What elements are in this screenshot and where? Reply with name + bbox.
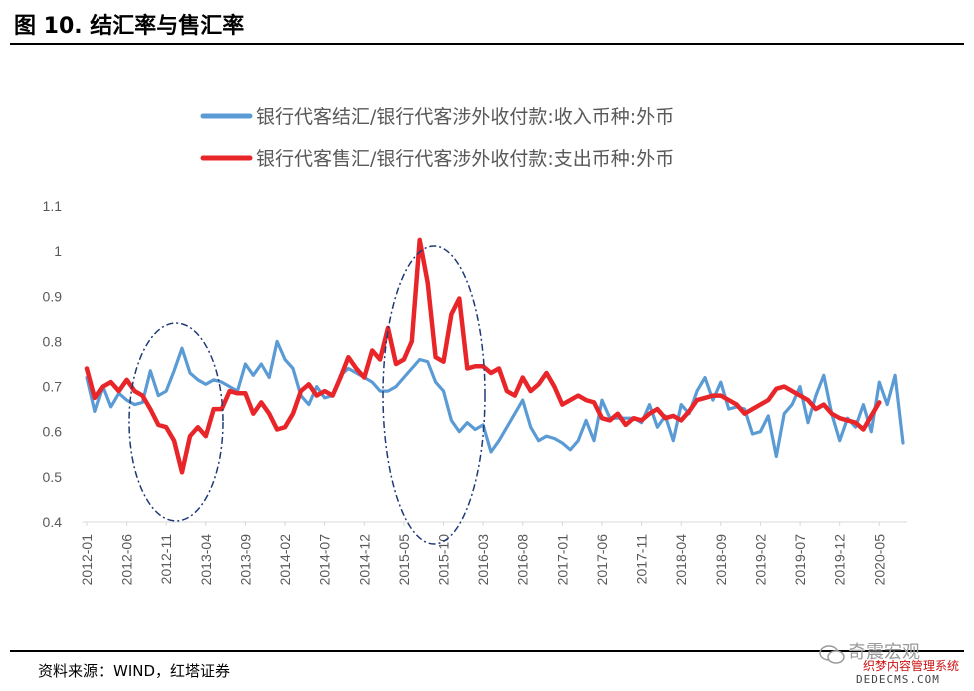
x-tick-label: 2016-03	[475, 534, 491, 586]
header-rule	[10, 43, 964, 45]
x-tick-label: 2015-05	[396, 534, 412, 586]
x-tick-label: 2019-07	[792, 534, 808, 586]
highlight-ellipse-2015	[382, 245, 486, 545]
highlight-ellipse-2012	[128, 322, 224, 522]
footer-rule	[10, 650, 964, 652]
y-tick-label: 0.4	[43, 514, 63, 530]
y-tick-label: 0.8	[43, 333, 63, 349]
source-note: 资料来源：WIND，红塔证券	[38, 662, 231, 680]
x-tick-label: 2014-07	[317, 534, 333, 586]
series-line-blue	[85, 339, 905, 459]
watermark-site: DEDECMS.COM	[856, 673, 940, 686]
watermark-brand: 奇震宏观	[848, 642, 920, 663]
y-axis: 0.4 0.5 0.6 0.7 0.8 0.9 1 1.1	[43, 198, 63, 530]
x-tick-label: 2012-11	[158, 534, 174, 585]
y-tick-label: 0.7	[43, 379, 63, 395]
x-tick-label: 2014-12	[356, 534, 372, 586]
figure-title: 图 10. 结汇率与售汇率	[14, 14, 245, 39]
x-tick-label: 2019-12	[832, 534, 848, 586]
x-tick-label: 2012-01	[79, 534, 95, 586]
x-tick-label: 2017-06	[594, 534, 610, 586]
watermark-sub: 织梦内容管理系统	[863, 659, 960, 673]
figure-header: 图 10. 结汇率与售汇率	[0, 0, 974, 46]
legend: 银行代客结汇/银行代客涉外收付款:收入币种:外币 银行代客售汇/银行代客涉外收付…	[200, 106, 674, 170]
y-tick-label: 1	[54, 243, 62, 259]
x-tick-label: 2020-05	[871, 534, 887, 586]
x-tick-label: 2016-08	[515, 534, 531, 586]
x-tick-label: 2018-04	[673, 534, 689, 586]
x-axis: 2012-01 2012-06 2012-11 2013-04 2013-09 2014-…	[79, 522, 887, 585]
x-tick-label: 2017-11	[634, 534, 650, 585]
x-tick-label: 2013-04	[198, 534, 214, 586]
y-tick-label: 0.6	[43, 424, 63, 440]
y-tick-label: 1.1	[43, 198, 63, 214]
x-tick-label: 2019-02	[752, 534, 768, 586]
legend-label-red: 银行代客售汇/银行代客涉外收付款:支出币种:外币	[256, 148, 674, 170]
x-tick-label: 2018-09	[713, 534, 729, 586]
x-tick-label: 2012-06	[119, 534, 135, 586]
x-tick-label: 2014-02	[277, 534, 293, 586]
x-tick-label: 2013-09	[237, 534, 253, 586]
line-chart: 银行代客结汇/银行代客涉外收付款:收入币种:外币 银行代客售汇/银行代客涉外收付…	[43, 106, 907, 585]
series-line-red	[84, 237, 882, 475]
x-tick-label: 2017-01	[554, 534, 570, 586]
x-tick-label: 2015-10	[436, 534, 452, 586]
wechat-icon	[819, 645, 845, 664]
legend-label-blue: 银行代客结汇/银行代客涉外收付款:收入币种:外币	[256, 106, 674, 128]
y-tick-label: 0.5	[43, 469, 63, 485]
y-tick-label: 0.9	[43, 288, 63, 304]
